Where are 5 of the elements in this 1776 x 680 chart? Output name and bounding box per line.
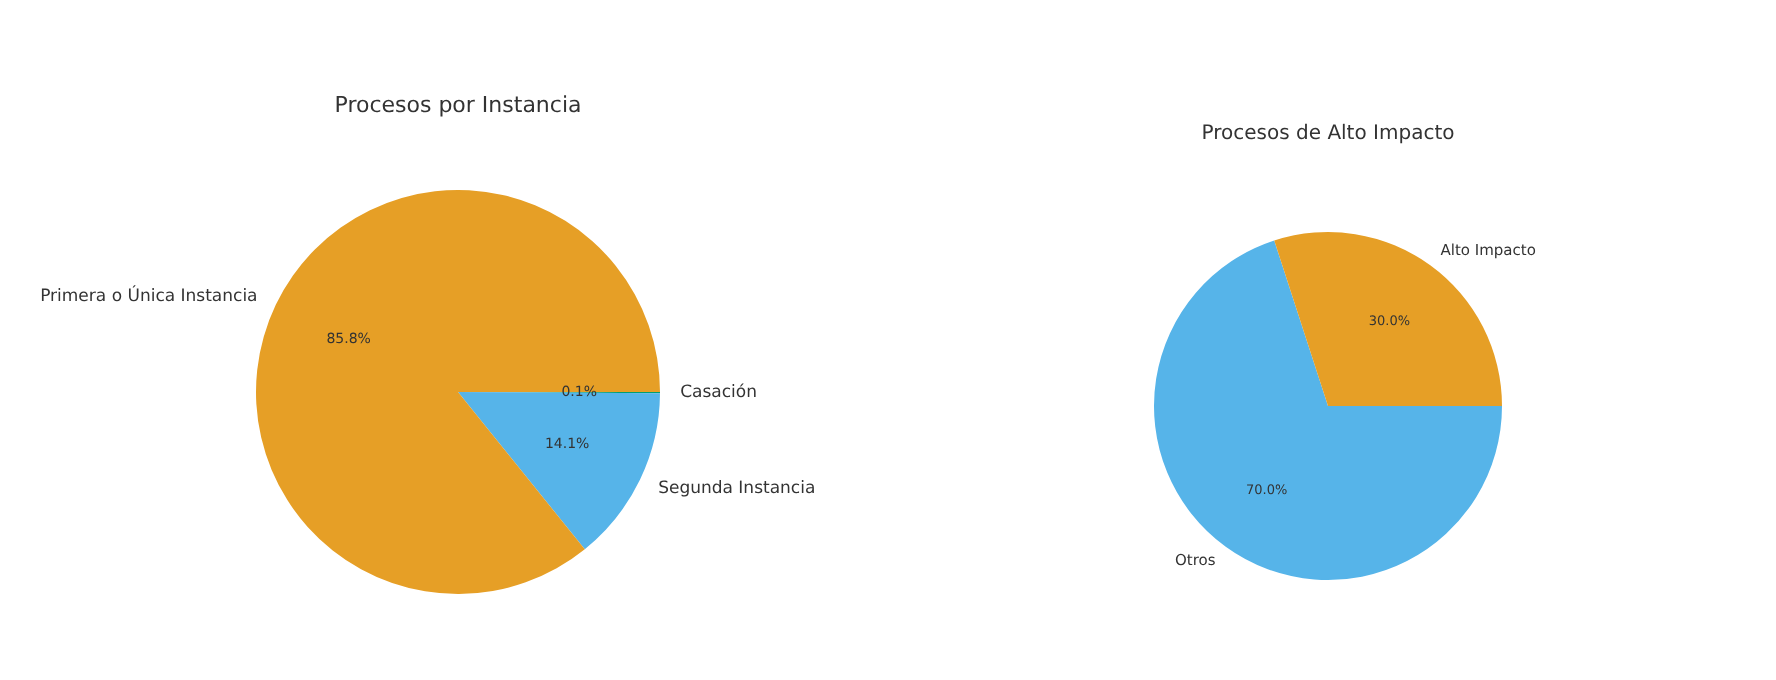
slice-label: Primera o Única Instancia [40, 284, 258, 307]
chart-title: Procesos por Instancia [334, 91, 582, 118]
slice-label: Segunda Instancia [658, 478, 816, 499]
chart-title: Procesos de Alto Impacto [1201, 123, 1455, 146]
slice-label: Casación [680, 383, 758, 404]
